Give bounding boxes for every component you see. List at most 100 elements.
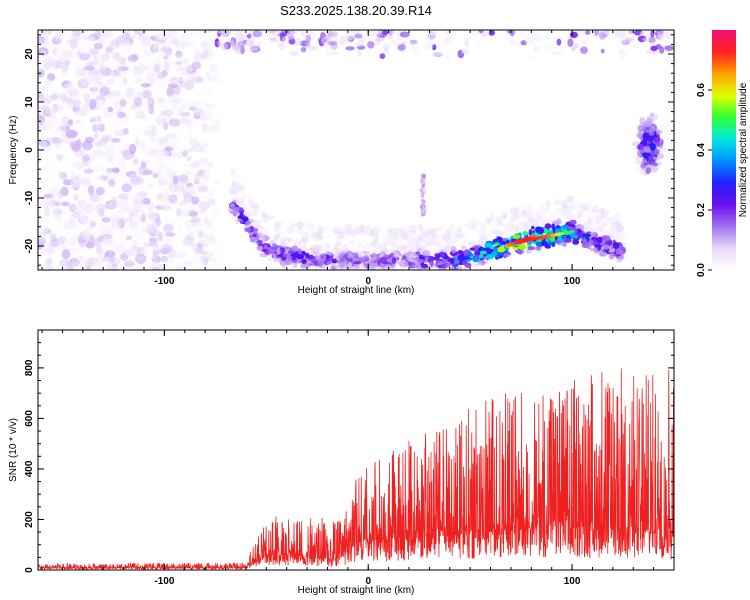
heatmap-blob bbox=[401, 263, 406, 268]
heatmap-blob bbox=[102, 234, 113, 244]
heatmap-blob bbox=[150, 43, 159, 53]
heatmap-blob bbox=[165, 166, 177, 176]
heatmap-blob bbox=[253, 216, 259, 223]
heatmap-blob bbox=[388, 30, 393, 36]
heatmap-blob bbox=[69, 39, 78, 50]
heatmap-blob bbox=[246, 206, 252, 212]
heatmap-blob bbox=[71, 30, 82, 37]
heatmap-blob bbox=[309, 224, 317, 233]
heatmap-blob bbox=[371, 239, 378, 248]
heatmap-blob bbox=[570, 201, 579, 206]
heatmap-blob bbox=[517, 226, 528, 232]
heatmap-blob bbox=[313, 265, 321, 270]
heatmap-blob bbox=[490, 227, 499, 235]
heatmap-blob bbox=[50, 187, 60, 198]
heatmap-blob bbox=[79, 132, 86, 138]
heatmap-blob bbox=[361, 258, 366, 264]
heatmap-blob bbox=[376, 241, 383, 251]
heatmap-blob bbox=[190, 255, 200, 266]
heatmap-blob bbox=[198, 89, 205, 97]
heatmap-blob bbox=[355, 243, 362, 249]
snr-frame bbox=[37, 329, 675, 571]
heatmap-blob bbox=[319, 240, 326, 249]
heatmap-blob bbox=[164, 98, 170, 109]
heatmap-blob bbox=[137, 210, 143, 221]
heatmap-blob bbox=[154, 205, 166, 210]
y-tick-label: 200 bbox=[24, 511, 35, 528]
heatmap-blob bbox=[193, 173, 201, 182]
heatmap-blob bbox=[106, 78, 115, 85]
heatmap-blob bbox=[101, 217, 111, 223]
heatmap-blob bbox=[650, 149, 658, 156]
heatmap-blob bbox=[166, 87, 174, 97]
heatmap-blob bbox=[296, 228, 305, 236]
heatmap-blob bbox=[407, 255, 412, 262]
heatmap-blob bbox=[182, 57, 190, 65]
heatmap-blob bbox=[166, 254, 174, 263]
heatmap-blob bbox=[110, 59, 120, 69]
heatmap-blob bbox=[208, 237, 217, 245]
heatmap-blob bbox=[190, 218, 200, 223]
heatmap-blob bbox=[143, 66, 152, 74]
heatmap-blob bbox=[445, 53, 451, 61]
heatmap-blob bbox=[247, 191, 253, 199]
heatmap-blob bbox=[294, 221, 304, 228]
heatmap-blob bbox=[79, 177, 92, 186]
heatmap-blob bbox=[569, 219, 577, 225]
heatmap-blob bbox=[305, 221, 315, 231]
heatmap-blob bbox=[273, 257, 279, 262]
heatmap-blob bbox=[157, 72, 166, 80]
heatmap-blob bbox=[537, 216, 543, 223]
heatmap-blob bbox=[195, 36, 202, 44]
heatmap-blob bbox=[97, 241, 103, 248]
heatmap-blob bbox=[38, 106, 45, 112]
heatmap-blob bbox=[213, 262, 224, 270]
heatmap-blob bbox=[77, 162, 85, 172]
y-tick-label: 800 bbox=[24, 359, 35, 376]
heatmap-blob bbox=[171, 260, 181, 267]
heatmap-blob bbox=[203, 216, 209, 225]
heatmap-blob bbox=[200, 51, 209, 60]
heatmap-blob bbox=[43, 61, 53, 70]
heatmap-blob bbox=[541, 206, 549, 213]
heatmap-blob bbox=[264, 214, 275, 220]
heatmap-blob bbox=[653, 164, 659, 172]
heatmap-blob bbox=[83, 93, 91, 103]
heatmap-blob bbox=[118, 240, 127, 251]
heatmap-blob bbox=[157, 77, 168, 88]
heatmap-blob bbox=[596, 226, 604, 233]
heatmap-blob bbox=[536, 219, 541, 224]
heatmap-blob bbox=[169, 118, 181, 127]
heatmap-blob bbox=[343, 32, 349, 41]
heatmap-blob bbox=[563, 207, 570, 213]
heatmap-blob bbox=[408, 238, 418, 243]
heatmap-blob bbox=[241, 193, 246, 202]
heatmap-blob bbox=[582, 222, 590, 231]
heatmap-blob bbox=[108, 257, 121, 265]
heatmap-blob bbox=[88, 48, 99, 55]
heatmap-blob bbox=[138, 63, 149, 70]
heatmap-blob bbox=[135, 111, 146, 119]
heatmap-blob bbox=[202, 122, 208, 132]
heatmap-blob bbox=[103, 110, 112, 119]
heatmap-blob bbox=[78, 211, 89, 222]
heatmap-blob bbox=[117, 111, 127, 118]
heatmap-blob bbox=[441, 232, 451, 242]
heatmap-blob bbox=[58, 171, 68, 180]
heatmap-blob bbox=[577, 210, 584, 218]
heatmap-blob bbox=[210, 117, 219, 123]
heatmap-blob bbox=[480, 233, 488, 241]
heatmap-blob bbox=[592, 232, 597, 237]
heatmap-blob bbox=[495, 216, 503, 225]
heatmap-blob bbox=[541, 239, 546, 247]
heatmap-blob bbox=[422, 206, 426, 211]
heatmap-blob bbox=[571, 204, 577, 211]
heatmap-cells bbox=[38, 30, 674, 270]
heatmap-blob bbox=[202, 106, 210, 116]
heatmap-blob bbox=[75, 67, 87, 77]
heatmap-blob bbox=[62, 84, 69, 94]
heatmap-blob bbox=[522, 205, 530, 211]
heatmap-blob bbox=[384, 248, 389, 254]
heatmap-blob bbox=[548, 214, 556, 219]
heatmap-blob bbox=[202, 195, 212, 200]
